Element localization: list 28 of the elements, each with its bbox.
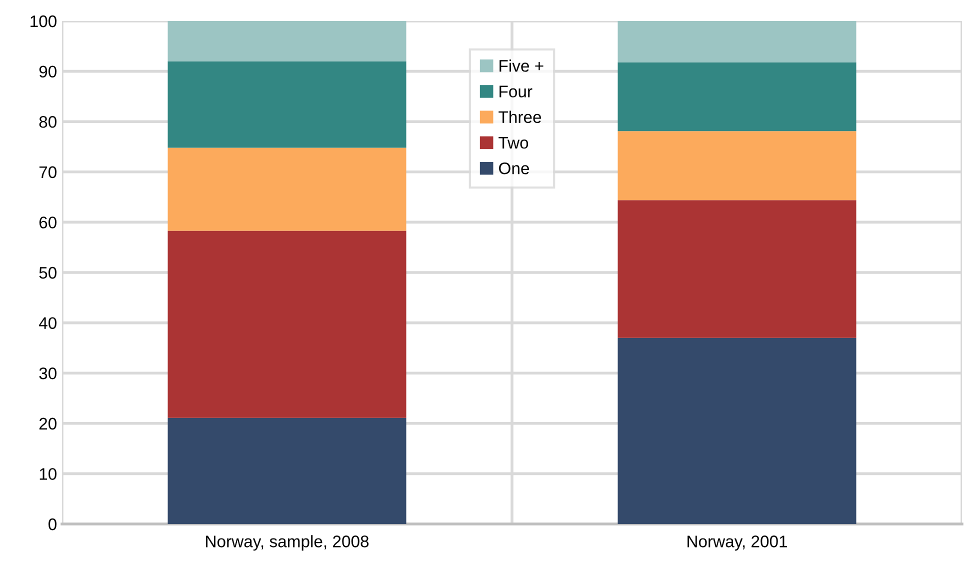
y-tick-label: 20 (39, 418, 56, 430)
legend-label: Four (500, 86, 532, 98)
y-tick-label: 70 (39, 166, 56, 178)
y-tick-label: 100 (30, 15, 56, 28)
bar (618, 338, 856, 524)
y-tick-label: 60 (39, 216, 56, 228)
bar (618, 62, 856, 132)
bar (168, 230, 406, 418)
x-tick-label: Norway, sample, 2008 (206, 535, 369, 551)
bar (618, 21, 856, 62)
legend-label: Three (498, 110, 542, 124)
bar (168, 418, 406, 524)
y-tick-label: 80 (39, 116, 56, 128)
x-tick-label: Norway, 2001 (688, 536, 787, 551)
y-tick-label: 10 (40, 468, 56, 480)
legend-label: Five + (500, 60, 544, 72)
y-tick-label: 50 (39, 266, 56, 279)
y-tick-label: 90 (39, 66, 56, 78)
bar (168, 148, 406, 231)
y-tick-label: 30 (39, 368, 56, 380)
legend-label: Two (498, 137, 528, 149)
y-tick-label: 40 (38, 317, 56, 330)
legend-label: One (499, 162, 530, 174)
bar (168, 21, 406, 62)
bar (618, 131, 856, 200)
bar (618, 200, 856, 338)
y-tick-label: 0 (48, 518, 56, 530)
bar (168, 61, 406, 148)
